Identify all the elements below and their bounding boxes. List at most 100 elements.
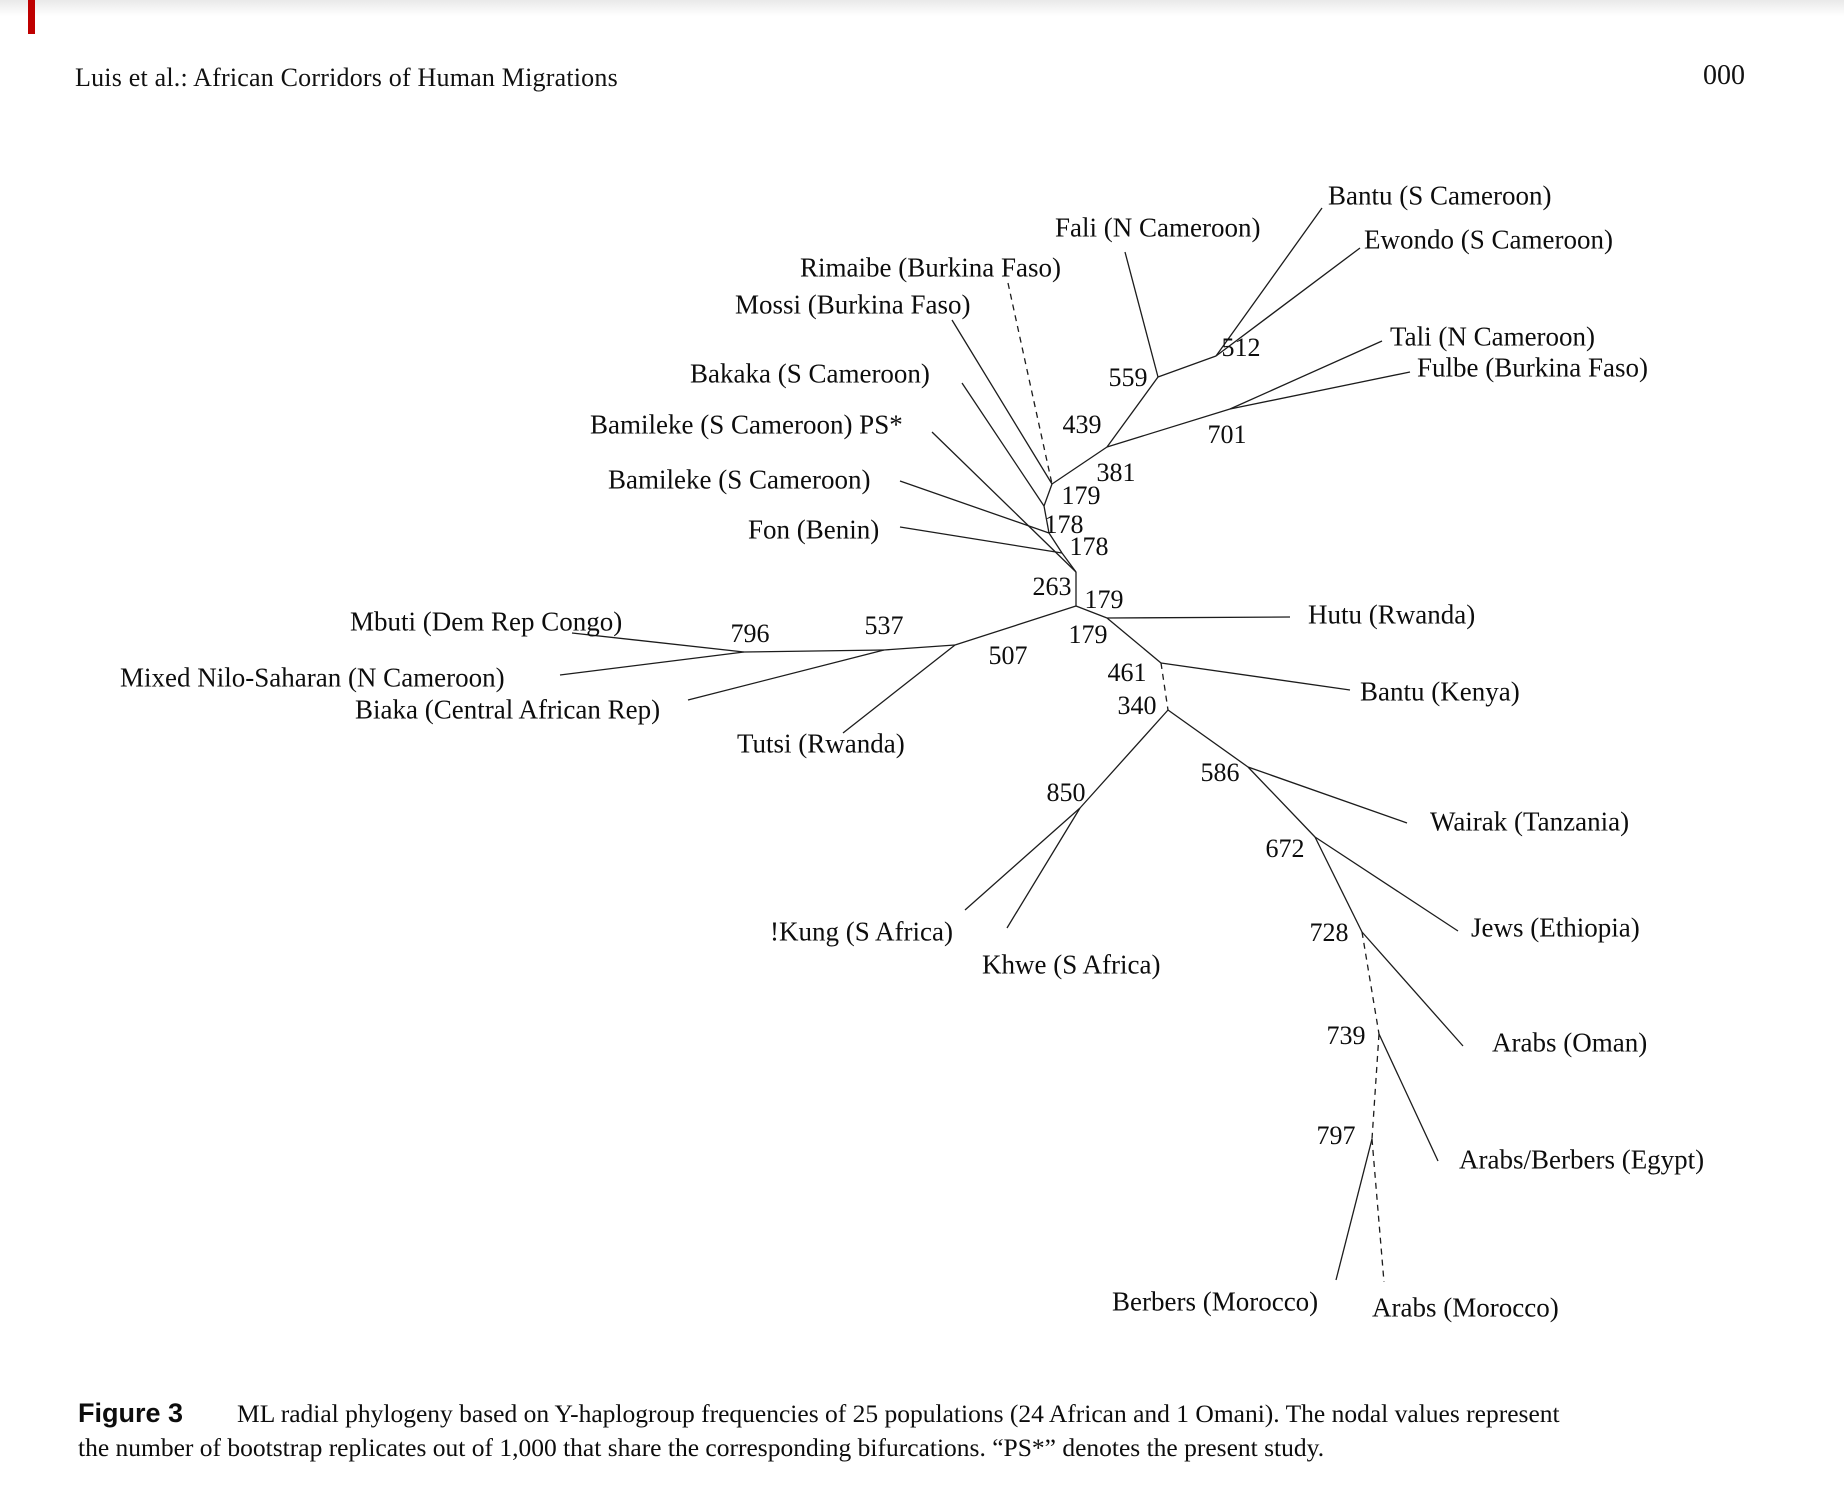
taxon-label: Bantu (S Cameroon) [1328, 180, 1552, 211]
branch-line [1314, 836, 1363, 933]
branch-line [1371, 1033, 1380, 1140]
bootstrap-value: 739 [1326, 1021, 1366, 1050]
branch-line [1361, 931, 1464, 1047]
figure-caption: Figure 3 ML radial phylogeny based on Y-h… [78, 1396, 1794, 1465]
taxon-label: Wairak (Tanzania) [1430, 806, 1630, 837]
bootstrap-value: 850 [1046, 778, 1086, 807]
bootstrap-value: 701 [1207, 420, 1247, 449]
branch-line [951, 319, 1053, 485]
taxon-label: Rimaibe (Burkina Faso) [800, 252, 1061, 283]
taxon-label: Bamileke (S Cameroon) PS* [590, 409, 903, 440]
bootstrap-value: 179 [1068, 620, 1108, 649]
taxon-label: Bakaka (S Cameroon) [690, 358, 930, 389]
bootstrap-value: 797 [1316, 1121, 1356, 1150]
bootstrap-value: 179 [1084, 585, 1124, 614]
branch-line [1160, 662, 1351, 691]
branch-line [571, 632, 745, 653]
branch-line [1229, 371, 1411, 410]
bootstrap-value: 179 [1061, 481, 1101, 510]
branch-line [1007, 282, 1053, 485]
branch-line [1106, 616, 1291, 619]
running-head: Luis et al.: African Corridors of Human … [75, 63, 618, 92]
branch-line [1247, 766, 1316, 838]
bootstrap-value: 796 [730, 619, 770, 648]
bootstrap-value: 507 [988, 641, 1028, 670]
figure-caption-text2: the number of bootstrap replicates out o… [78, 1433, 1325, 1462]
taxon-label: Mixed Nilo-Saharan (N Cameroon) [120, 662, 505, 693]
taxon-label: Bamileke (S Cameroon) [608, 464, 871, 495]
bootstrap-value: 340 [1117, 691, 1157, 720]
taxon-label: Mossi (Burkina Faso) [735, 289, 971, 320]
branch-line [1229, 340, 1383, 410]
taxon-label: Arabs (Morocco) [1372, 1292, 1559, 1323]
branch-line [899, 526, 1063, 554]
branch-line [1361, 931, 1380, 1035]
bootstrap-value: 178 [1044, 510, 1084, 539]
bootstrap-value: 381 [1096, 458, 1136, 487]
branch-line [1048, 532, 1063, 554]
branch-line [1247, 766, 1408, 824]
branch-line [961, 382, 1045, 507]
page-top-shading [0, 0, 1844, 16]
branch-line [1371, 1138, 1385, 1283]
bootstrap-value: 728 [1309, 918, 1349, 947]
branch-line [1075, 605, 1108, 619]
branch-line [931, 431, 1077, 573]
branch-line [687, 649, 885, 701]
bootstrap-value: 586 [1200, 758, 1240, 787]
taxon-label: !Kung (S Africa) [770, 916, 953, 947]
taxon-label: Biaka (Central African Rep) [355, 694, 661, 725]
bootstrap-value: 178 [1069, 532, 1109, 561]
branch-line [1314, 836, 1459, 932]
branch-line [1215, 207, 1323, 357]
branch-line [842, 644, 956, 734]
bootstrap-value: 461 [1107, 658, 1147, 687]
bootstrap-value: 439 [1062, 410, 1102, 439]
branch-line [1079, 709, 1169, 809]
branch-line [1335, 1138, 1373, 1281]
branch-line [964, 807, 1081, 911]
bootstrap-value: 672 [1265, 834, 1305, 863]
page-number: 000 [1703, 60, 1745, 91]
branch-line [1043, 483, 1053, 507]
taxon-label: Fon (Benin) [748, 514, 880, 545]
bootstrap-value: 263 [1032, 572, 1072, 601]
figure-caption-label: Figure 3 [78, 1398, 184, 1428]
branch-line [1167, 709, 1249, 768]
branch-line [899, 480, 1050, 534]
branch-line [1378, 1033, 1439, 1162]
taxon-label: Khwe (S Africa) [982, 949, 1161, 980]
taxon-label: Tali (N Cameroon) [1390, 321, 1596, 352]
branch-line [1160, 662, 1169, 711]
taxon-label: Jews (Ethiopia) [1471, 912, 1640, 943]
taxon-label: Berbers (Morocco) [1112, 1286, 1319, 1317]
taxon-label: Mbuti (Dem Rep Congo) [350, 606, 623, 637]
branch-line [1106, 408, 1231, 448]
red-margin-mark [28, 0, 35, 34]
branch-line [1124, 251, 1159, 378]
branch-line [954, 605, 1077, 646]
branch-line [743, 649, 885, 653]
branch-line [1106, 617, 1162, 664]
bootstrap-value: 537 [864, 611, 904, 640]
branch-line [1043, 505, 1050, 534]
branch-line [1215, 247, 1361, 357]
bootstrap-value: 512 [1221, 333, 1261, 362]
taxon-label: Fulbe (Burkina Faso) [1417, 352, 1648, 383]
taxon-label: Bantu (Kenya) [1360, 676, 1520, 707]
branch-line [883, 644, 956, 651]
figure-caption-line1: Figure 3 ML radial phylogeny based on Y-h… [78, 1396, 1794, 1431]
taxon-label: Fali (N Cameroon) [1055, 212, 1261, 243]
taxon-label: Arabs/Berbers (Egypt) [1459, 1144, 1705, 1175]
branch-line [1157, 355, 1217, 378]
taxon-label: Arabs (Oman) [1492, 1027, 1648, 1058]
figure-caption-line2: the number of bootstrap replicates out o… [78, 1431, 1794, 1465]
taxon-label: Tutsi (Rwanda) [737, 728, 905, 759]
bootstrap-value: 559 [1108, 363, 1148, 392]
taxon-label: Hutu (Rwanda) [1308, 599, 1476, 630]
figure-caption-text1: ML radial phylogeny based on Y-haplogrou… [237, 1399, 1560, 1428]
branch-line [559, 651, 745, 676]
branch-line [1106, 376, 1159, 448]
